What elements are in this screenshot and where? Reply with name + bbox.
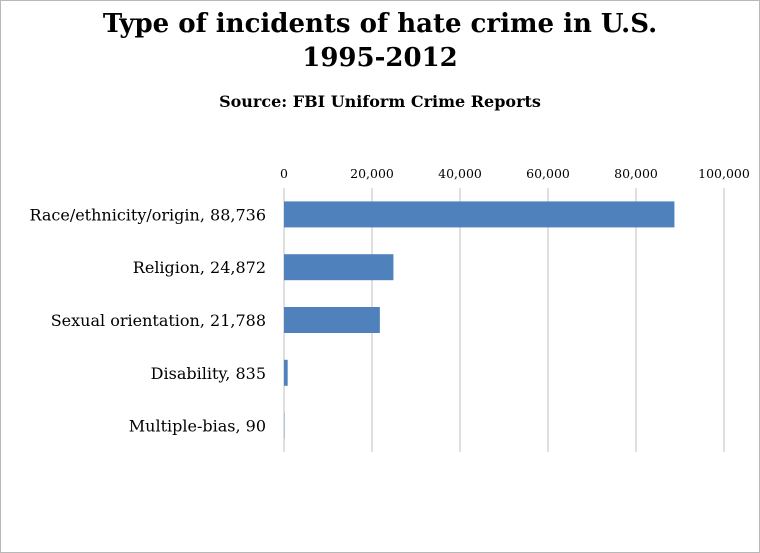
x-tick-label: 40,000	[438, 166, 482, 181]
category-label: Race/ethnicity/origin, 88,736	[29, 205, 266, 224]
bar	[284, 254, 394, 281]
chart-subtitle: Source: FBI Uniform Crime Reports	[219, 92, 541, 111]
category-label: Multiple-bias, 90	[129, 417, 266, 436]
chart-title: Type of incidents of hate crime in U.S. …	[1, 7, 759, 75]
bar	[284, 201, 675, 228]
x-tick-label: 0	[280, 166, 288, 181]
x-axis-ticks: 0 20,000 40,000 60,000 80,000 100,000	[280, 166, 750, 181]
category-label: Sexual orientation, 21,788	[51, 311, 266, 330]
x-tick-label: 80,000	[614, 166, 658, 181]
bar	[284, 359, 288, 386]
category-label: Religion, 24,872	[133, 258, 266, 277]
chart-title-line-2: 1995-2012	[302, 43, 458, 73]
chart-title-line-1: Type of incidents of hate crime in U.S.	[102, 9, 658, 39]
bar	[284, 307, 380, 333]
x-tick-label: 60,000	[526, 166, 570, 181]
x-tick-label: 100,000	[698, 166, 750, 181]
category-label: Disability, 835	[151, 364, 266, 383]
x-tick-label: 20,000	[350, 166, 394, 181]
category-labels: Race/ethnicity/origin, 88,736 Religion, 2…	[29, 205, 266, 435]
bars	[284, 201, 675, 439]
